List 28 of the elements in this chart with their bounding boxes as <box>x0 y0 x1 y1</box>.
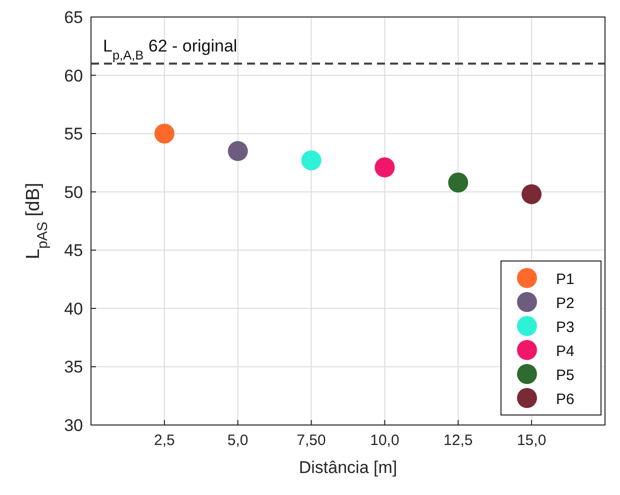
point <box>228 141 248 162</box>
x-tick-label: 7,50 <box>296 432 326 449</box>
x-tick-label: 2,5 <box>154 432 175 449</box>
x-tick-label: 12,5 <box>444 432 473 449</box>
y-tick-label: 60 <box>64 66 83 86</box>
legend-label: P3 <box>556 319 574 336</box>
legend-label: P6 <box>556 391 574 408</box>
x-tick-label: 15,0 <box>516 432 546 449</box>
legend-label: P5 <box>556 367 574 384</box>
legend-label: P2 <box>556 295 574 312</box>
x-tick-label: 10,0 <box>370 432 400 449</box>
y-tick-label: 50 <box>64 182 83 202</box>
point <box>374 157 395 178</box>
y-tick-label: 35 <box>64 358 83 377</box>
point <box>154 124 174 144</box>
y-tick-label: 40 <box>64 299 83 318</box>
x-axis-title: Distância [m] <box>298 458 398 477</box>
point <box>522 184 542 204</box>
point <box>301 150 322 170</box>
point <box>448 172 468 193</box>
x-tick-label: 5,0 <box>227 432 248 449</box>
legend-label: P4 <box>556 343 574 360</box>
ref-line-label: L$_{p,A,B}$ 62 - original <box>103 36 238 62</box>
y-tick-label: 45 <box>64 241 83 260</box>
y-tick-label: 30 <box>64 416 83 435</box>
y-tick-label: 65 <box>64 8 83 27</box>
legend-label: P1 <box>556 271 574 288</box>
y-tick-label: 55 <box>64 124 83 144</box>
